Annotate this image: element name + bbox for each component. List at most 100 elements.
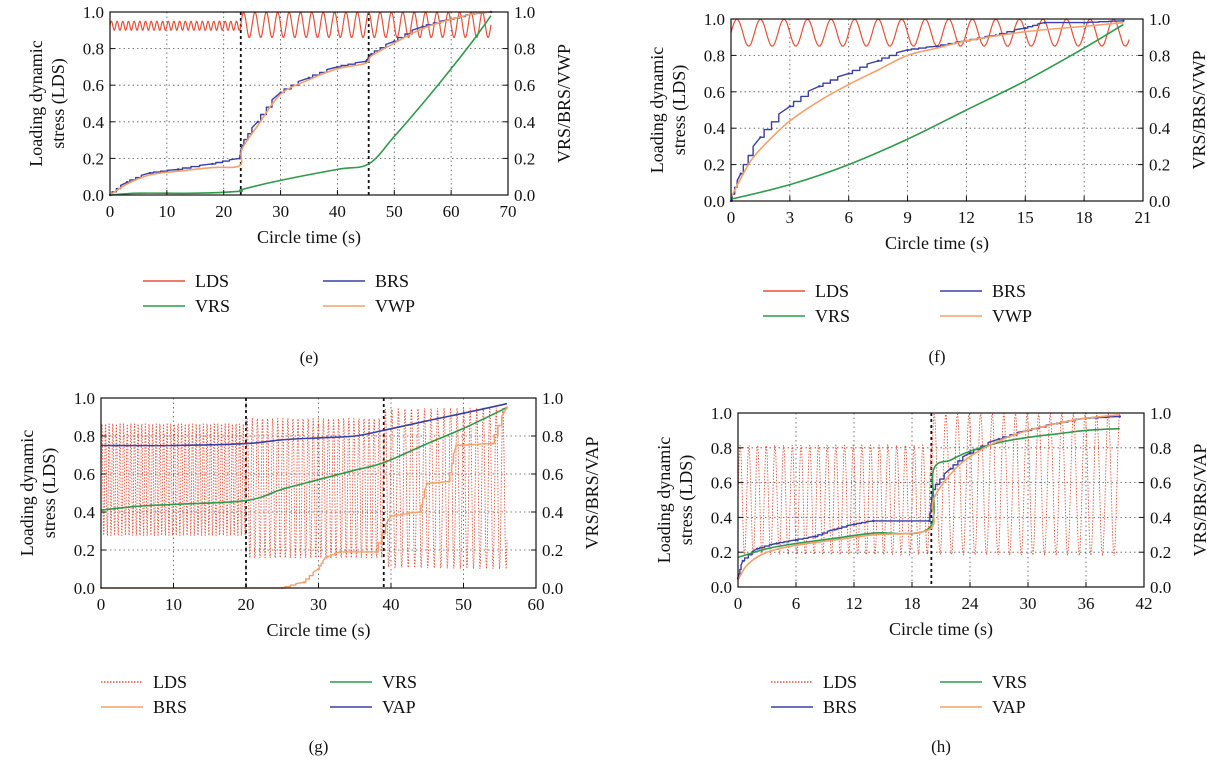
y-right-axis-label: VRS/BRS/VWP [554,44,574,163]
series-point-brs [814,535,817,538]
panel-label: (f) [929,347,946,366]
x-tick-label: 3 [786,208,795,227]
series-point-brs [447,480,451,483]
y-tick-label: 0.2 [74,541,95,560]
legend-label: VAP [992,697,1026,717]
series-line-lds [383,407,508,570]
y-tick-label: 1.0 [74,389,95,408]
y-tick-label: 0.2 [83,149,104,168]
panel-label: (h) [931,737,951,756]
y-axis-label-line-1: Loading dynamic [17,430,37,556]
y-right-tick-label: 0.6 [542,465,563,484]
series-point-brs [739,172,743,175]
series-point-brs [906,48,909,52]
y-axis-label: Loading dynamic stress (LDS) [26,40,69,166]
series-line-vwp [109,11,491,196]
y-tick-label: 0.2 [704,156,725,175]
series-point-brs [389,514,393,517]
y-axis-label: Loading dynamic stress (LDS) [654,437,697,563]
series-point-brs [125,180,129,184]
legend-label: BRS [992,281,1026,301]
x-tick-label: 18 [1076,208,1093,227]
legend-label: LDS [823,672,857,692]
series-point-brs [968,451,972,455]
x-tick-label: 30 [272,202,289,221]
x-tick-label: 0 [106,202,115,221]
series-point-brs [177,168,180,171]
y-right-tick-label: 0.4 [1149,119,1171,138]
y-right-axis-label: VRS/BRS/VAP [582,437,602,550]
y-axis-label-line-2: stress (LDS) [48,58,69,149]
legend-label: VRS [992,672,1027,692]
y-right-tick-label: 0.4 [1150,508,1172,527]
series-point-brs [426,482,429,485]
series-line-lds [109,20,242,31]
x-tick-label: 12 [958,208,975,227]
y-right-tick-label: 0.2 [542,541,563,560]
x-tick-label: 6 [844,208,853,227]
y-right-tick-label: 0.2 [1150,543,1171,562]
y-tick-label: 0.6 [711,474,732,493]
series-point-brs [240,144,244,147]
y-right-tick-label: 0.0 [1149,192,1170,211]
series-point-brs [421,25,424,28]
y-tick-label: 1.0 [711,404,732,423]
x-tick-label: 24 [962,594,980,613]
y-right-tick-label: 1.0 [1150,404,1171,423]
y-tick-label: 0.0 [711,578,732,597]
y-tick-label: 0.6 [83,76,104,95]
series-point-brs [818,85,821,88]
legend-label: VWP [992,306,1032,326]
x-tick-label: 40 [383,595,400,614]
x-tick-label: 21 [1135,208,1152,227]
plot-frame [109,11,509,196]
y-tick-label: 0.8 [704,46,725,65]
series-point-brs [775,542,778,545]
legend-label: VRS [195,296,230,316]
y-right-tick-label: 1.0 [542,389,563,408]
y-tick-label: 1.0 [83,3,104,22]
y-right-axis-label: VRS/BRS/VWP [1189,50,1207,169]
y-right-tick-label: 1.0 [514,3,535,22]
series-point-brs [1043,21,1047,24]
series-line-vrs [737,427,1120,559]
x-tick-label: 12 [846,594,863,613]
y-right-tick-label: 0.8 [1150,439,1171,458]
y-tick-label: 0.8 [83,40,104,59]
series-point-brs [1118,415,1122,418]
series-point-brs [1082,21,1086,24]
legend-label: BRS [823,697,857,717]
y-tick-label: 0.6 [74,465,95,484]
y-tick-label: 0.4 [711,508,733,527]
x-tick-label: 0 [734,594,743,613]
chart-panel-h: 0 6 12 18 24 30 36 420.00.20.40.60.81.00.00.20.… [654,404,1207,756]
x-tick-label: 30 [310,595,327,614]
series-point-brs [211,162,214,166]
series-line-vap [737,413,1120,581]
y-tick-label: 0.0 [704,192,725,211]
y-right-tick-label: 0.6 [1149,83,1170,102]
x-tick-label: 9 [903,208,912,227]
y-tick-label: 0.0 [83,186,104,205]
series-point-brs [1122,19,1125,23]
x-tick-label: 20 [215,202,232,221]
series-point-brs [505,406,509,409]
x-tick-label: 60 [443,202,460,221]
panel-label: (g) [309,737,329,756]
series-point-brs [935,45,939,48]
plot-frame [730,18,1144,202]
series-line-lds [240,11,492,38]
series-line-vwp [730,21,1124,198]
y-right-tick-label: 0.8 [514,40,535,59]
legend-label: LDS [153,672,187,692]
series-point-brs [256,120,260,124]
x-tick-label: 0 [97,595,106,614]
x-axis-label: Circle time (s) [257,227,361,248]
legend-label: LDS [195,271,229,291]
y-tick-label: 0.4 [74,503,96,522]
x-axis-label: Circle time (s) [889,619,993,640]
y-tick-label: 0.8 [711,439,732,458]
series-point-brs [852,523,856,526]
series-point-brs [307,76,311,80]
